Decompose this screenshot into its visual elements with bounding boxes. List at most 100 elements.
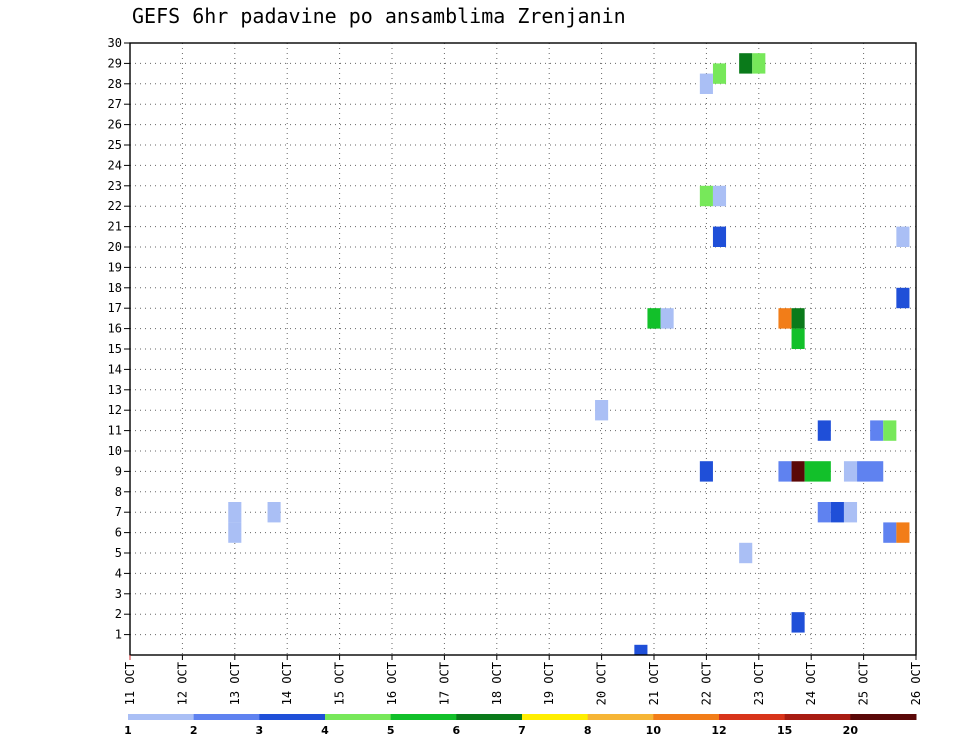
precip-cell [843, 502, 858, 523]
precip-cell [817, 420, 831, 441]
x-tick-label: 11 OCT [123, 662, 137, 705]
precip-cell [634, 644, 648, 655]
legend-label: 10 [646, 724, 662, 737]
precip-cell [791, 612, 805, 633]
precip-cell [804, 461, 831, 482]
legend-swatch [719, 714, 786, 720]
y-tick-label: 8 [115, 485, 122, 499]
legend-swatch [259, 714, 326, 720]
precip-cell [778, 461, 792, 482]
precip-cell [857, 461, 884, 482]
precip-cell [778, 308, 792, 329]
precip-cell [595, 400, 609, 421]
precip-cell [752, 53, 766, 74]
precip-cell [883, 420, 897, 441]
precip-cell [830, 502, 844, 523]
x-tick-label: 12 OCT [175, 662, 189, 705]
precip-cell [712, 185, 727, 207]
precip-cell [267, 502, 281, 523]
legend-label: 3 [256, 724, 264, 737]
color-legend: 1 2 3 4 5 6 7 8 10 12 15 20 [124, 714, 917, 737]
legend-label: 1 [124, 724, 132, 737]
x-tick-label: 18 OCT [490, 662, 504, 705]
precip-cell [791, 328, 805, 349]
precip-cell [883, 522, 897, 543]
x-tick-label: 23 OCT [752, 662, 766, 705]
y-tick-label: 9 [115, 464, 122, 478]
y-tick-label: 23 [108, 179, 122, 193]
x-tick-label: 20 OCT [595, 662, 609, 705]
x-tick-label: 22 OCT [699, 662, 713, 705]
y-tick-label: 28 [108, 77, 122, 91]
legend-label: 4 [321, 724, 329, 737]
x-tick-label: 13 OCT [228, 662, 242, 705]
precip-cell [699, 73, 713, 94]
y-tick-label: 30 [108, 36, 122, 50]
legend-label: 7 [518, 724, 526, 737]
cell-layer [228, 53, 910, 655]
y-tick-label: 22 [108, 199, 122, 213]
legend-swatch [653, 714, 720, 720]
y-tick-label: 19 [108, 260, 122, 274]
y-tick-label: 27 [108, 97, 122, 111]
legend-swatch [784, 714, 851, 720]
x-tick-label: 17 OCT [437, 662, 451, 705]
y-axis: 1234567891011121314151617181920212223242… [108, 36, 130, 642]
y-tick-label: 17 [108, 301, 122, 315]
precip-cell [712, 226, 727, 247]
x-tick-label: 21 OCT [647, 662, 661, 705]
x-tick-label: 14 OCT [280, 662, 294, 705]
y-tick-label: 2 [115, 607, 122, 621]
precip-cell [791, 461, 805, 482]
legend-label: 6 [453, 724, 461, 737]
legend-swatch [128, 714, 195, 720]
legend-swatch [193, 714, 260, 720]
precip-cell [870, 420, 884, 441]
y-tick-label: 5 [115, 546, 122, 560]
y-tick-label: 6 [115, 526, 122, 540]
legend-label: 12 [711, 724, 726, 737]
legend-label: 5 [387, 724, 395, 737]
legend-swatch [456, 714, 523, 720]
legend-swatch [850, 714, 917, 720]
y-tick-label: 12 [108, 403, 122, 417]
y-tick-label: 25 [108, 138, 122, 152]
y-tick-label: 15 [108, 342, 122, 356]
y-tick-label: 18 [108, 281, 122, 295]
y-tick-label: 7 [115, 505, 122, 519]
chart-title: GEFS 6hr padavine po ansamblima Zrenjani… [132, 4, 626, 28]
legend-label: 8 [584, 724, 592, 737]
y-tick-label: 14 [108, 362, 122, 376]
precip-cell [712, 63, 727, 84]
legend-swatch [587, 714, 654, 720]
precip-cell [817, 502, 831, 523]
legend-label: 20 [843, 724, 859, 737]
x-tick-label: 19 OCT [542, 662, 556, 705]
precip-cell [896, 522, 910, 543]
legend-label: 2 [190, 724, 198, 737]
precip-cell [791, 308, 805, 329]
precip-cell [647, 308, 661, 329]
legend-label: 15 [777, 724, 792, 737]
y-tick-label: 3 [115, 587, 122, 601]
y-tick-label: 20 [108, 240, 122, 254]
precip-cell [843, 461, 858, 482]
precip-cell [896, 287, 910, 309]
x-tick-label: 24 OCT [804, 662, 818, 705]
precip-cell [660, 308, 674, 329]
y-tick-label: 24 [108, 158, 122, 172]
precip-cell [896, 226, 910, 247]
legend-swatch [325, 714, 392, 720]
y-tick-label: 10 [108, 444, 122, 458]
precip-cell [699, 185, 713, 207]
y-tick-label: 11 [108, 424, 122, 438]
x-tick-label: 16 OCT [385, 662, 399, 705]
x-tick-label: 15 OCT [333, 662, 347, 705]
precip-cell [699, 461, 713, 482]
precip-cell [228, 522, 242, 543]
y-tick-label: 29 [108, 56, 122, 70]
precip-cell [739, 53, 753, 74]
precip-cell [739, 542, 753, 564]
x-axis: 11 OCT 12 OCT 13 OCT 14 OCT 15 OCT 16 OCT 17 O… [123, 655, 923, 705]
